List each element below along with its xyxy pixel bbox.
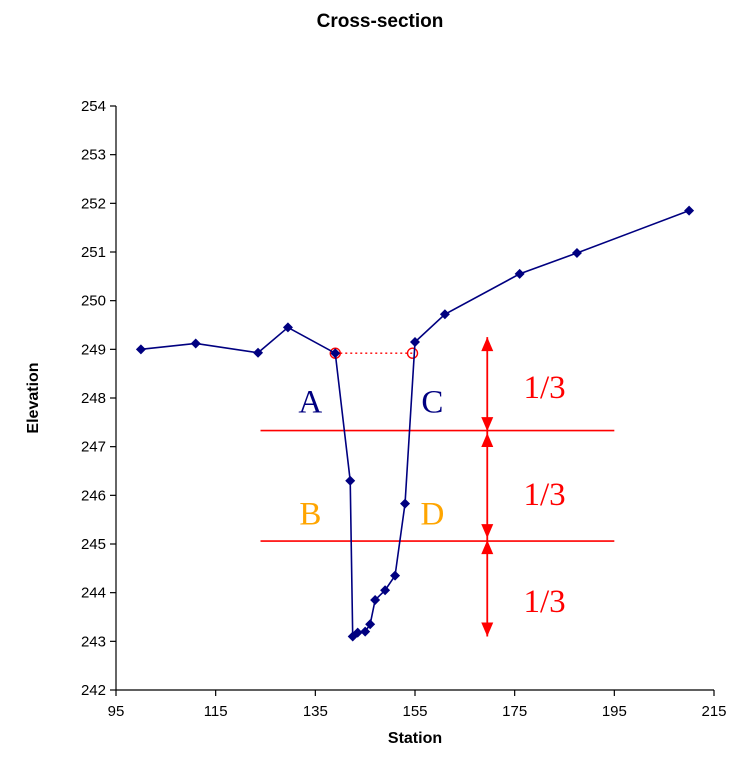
data-point (360, 626, 371, 637)
fraction-label: 1/3 (523, 477, 565, 513)
arrow-head-down (481, 622, 494, 637)
data-point (345, 475, 356, 486)
y-tick-label: 252 (81, 195, 106, 212)
data-point (190, 338, 201, 349)
data-point (380, 585, 391, 596)
data-point (439, 309, 450, 320)
axes: 242 243 244 245 246 247 248 249 250 251 252 253 254 9… (81, 98, 727, 720)
data-point (370, 594, 381, 605)
x-tick-label: 215 (701, 703, 726, 720)
arrow-head-up (481, 337, 494, 352)
y-tick-label: 246 (81, 487, 106, 504)
data-point (135, 344, 146, 355)
y-tick-label: 245 (81, 536, 106, 553)
annotations: A C B D 1/3 1/3 1/3 (260, 337, 615, 637)
data-point (330, 348, 341, 359)
x-tick-label: 95 (108, 703, 125, 720)
y-tick-label: 250 (81, 293, 106, 310)
data-point (282, 322, 293, 333)
y-tick-label: 247 (81, 439, 106, 456)
x-axis-label: Station (388, 730, 442, 747)
point-label: B (299, 497, 321, 533)
y-tick-label: 243 (81, 633, 106, 650)
data-point (352, 627, 363, 638)
y-tick-label: 242 (81, 682, 106, 699)
arrow-head-up (481, 540, 494, 555)
data-point (571, 247, 582, 258)
data-point (365, 619, 376, 630)
x-tick-label: 115 (204, 703, 228, 720)
y-tick-label: 248 (81, 390, 106, 407)
chart-title: Cross-section (317, 11, 444, 32)
x-tick-label: 175 (502, 703, 527, 720)
point-label: C (421, 385, 443, 421)
y-tick-label: 244 (81, 585, 106, 602)
fraction-label: 1/3 (523, 370, 565, 406)
y-tick-label: 249 (81, 341, 106, 358)
y-tick-label: 251 (81, 244, 106, 261)
x-tick-label: 195 (602, 703, 627, 720)
point-label: D (421, 497, 445, 533)
arrow-head-down (481, 524, 494, 539)
data-point (410, 337, 420, 348)
data-point (253, 347, 264, 358)
data-point (400, 498, 411, 509)
series-line (140, 209, 690, 639)
fraction-label: 1/3 (523, 584, 565, 620)
data-point (390, 570, 401, 581)
y-axis-label: Elevation (25, 362, 42, 433)
data-series (135, 205, 695, 642)
point-label: A (298, 385, 322, 421)
waterline-marker (406, 347, 419, 359)
arrow-head-up (481, 433, 494, 448)
y-tick-label: 253 (81, 147, 106, 164)
y-tick-label: 254 (81, 98, 106, 115)
x-tick-label: 135 (303, 703, 328, 720)
data-point (684, 205, 695, 216)
arrow-head-down (481, 417, 494, 432)
x-tick-label: 155 (402, 703, 427, 720)
data-point (514, 268, 525, 279)
